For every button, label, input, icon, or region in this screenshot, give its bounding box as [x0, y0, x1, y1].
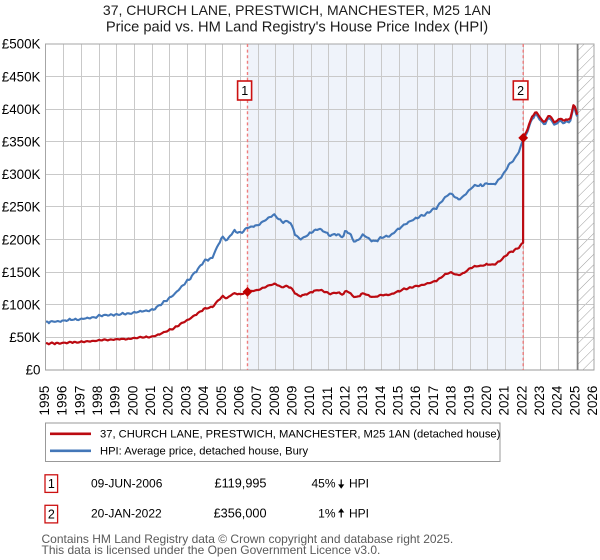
svg-text:2018: 2018 [444, 386, 459, 416]
svg-text:2: 2 [48, 508, 55, 522]
svg-text:2013: 2013 [355, 386, 370, 416]
svg-text:2026: 2026 [585, 386, 600, 416]
svg-text:2001: 2001 [143, 386, 158, 416]
svg-text:£356,000: £356,000 [214, 507, 267, 521]
svg-text:45%: 45% [311, 477, 335, 491]
svg-text:1997: 1997 [72, 386, 87, 416]
svg-text:£50K: £50K [9, 330, 40, 345]
svg-text:2019: 2019 [461, 386, 476, 416]
svg-text:2006: 2006 [232, 386, 247, 416]
svg-text:1995: 1995 [37, 386, 52, 416]
svg-text:09-JUN-2006: 09-JUN-2006 [91, 477, 163, 491]
svg-text:2005: 2005 [214, 386, 229, 416]
svg-text:£119,995: £119,995 [215, 477, 267, 491]
svg-text:HPI: HPI [349, 477, 369, 491]
svg-text:2004: 2004 [196, 385, 211, 415]
svg-text:1: 1 [241, 84, 248, 98]
svg-text:1998: 1998 [90, 386, 105, 416]
svg-text:£150K: £150K [2, 265, 41, 280]
svg-text:£200K: £200K [2, 232, 41, 247]
svg-text:This data is licensed under th: This data is licensed under the Open Gov… [42, 543, 381, 557]
svg-text:2009: 2009 [285, 386, 300, 416]
svg-text:2: 2 [517, 84, 524, 98]
svg-text:1%: 1% [318, 507, 336, 521]
svg-text:2025: 2025 [567, 386, 582, 416]
svg-text:1999: 1999 [108, 386, 123, 416]
svg-text:2002: 2002 [161, 386, 176, 416]
svg-text:£250K: £250K [2, 200, 41, 215]
svg-text:1996: 1996 [55, 386, 70, 416]
svg-text:£100K: £100K [2, 298, 41, 313]
svg-text:£300K: £300K [2, 167, 41, 182]
svg-text:37, CHURCH LANE, PRESTWICH, MA: 37, CHURCH LANE, PRESTWICH, MANCHESTER, … [103, 2, 491, 18]
svg-text:2023: 2023 [532, 386, 547, 416]
svg-text:1: 1 [48, 477, 55, 491]
svg-text:2012: 2012 [338, 386, 353, 416]
svg-text:2000: 2000 [125, 386, 140, 416]
svg-text:2010: 2010 [302, 386, 317, 416]
svg-text:Contains HM Land Registry data: Contains HM Land Registry data © Crown c… [42, 532, 454, 546]
svg-text:2014: 2014 [373, 385, 388, 415]
svg-text:2024: 2024 [550, 385, 565, 415]
svg-text:37, CHURCH LANE, PRESTWICH, MA: 37, CHURCH LANE, PRESTWICH, MANCHESTER, … [100, 429, 501, 441]
svg-text:2003: 2003 [178, 386, 193, 416]
svg-text:HPI: HPI [349, 507, 369, 521]
svg-text:£500K: £500K [2, 37, 41, 52]
svg-text:Price paid vs. HM Land Registr: Price paid vs. HM Land Registry's House … [106, 20, 488, 36]
svg-text:2016: 2016 [408, 386, 423, 416]
svg-text:2021: 2021 [497, 386, 512, 416]
svg-text:2011: 2011 [320, 387, 335, 416]
svg-text:£0: £0 [26, 363, 41, 378]
svg-text:2008: 2008 [267, 386, 282, 416]
svg-text:HPI: Average price, detached h: HPI: Average price, detached house, Bury [100, 446, 309, 458]
svg-text:2017: 2017 [426, 386, 441, 416]
svg-text:£350K: £350K [2, 135, 41, 150]
svg-text:2022: 2022 [514, 386, 529, 416]
svg-text:2015: 2015 [391, 386, 406, 416]
svg-text:2007: 2007 [249, 386, 264, 416]
svg-text:£450K: £450K [2, 69, 41, 84]
svg-text:2020: 2020 [479, 386, 494, 416]
svg-text:20-JAN-2022: 20-JAN-2022 [91, 507, 162, 521]
svg-text:£400K: £400K [2, 102, 41, 117]
